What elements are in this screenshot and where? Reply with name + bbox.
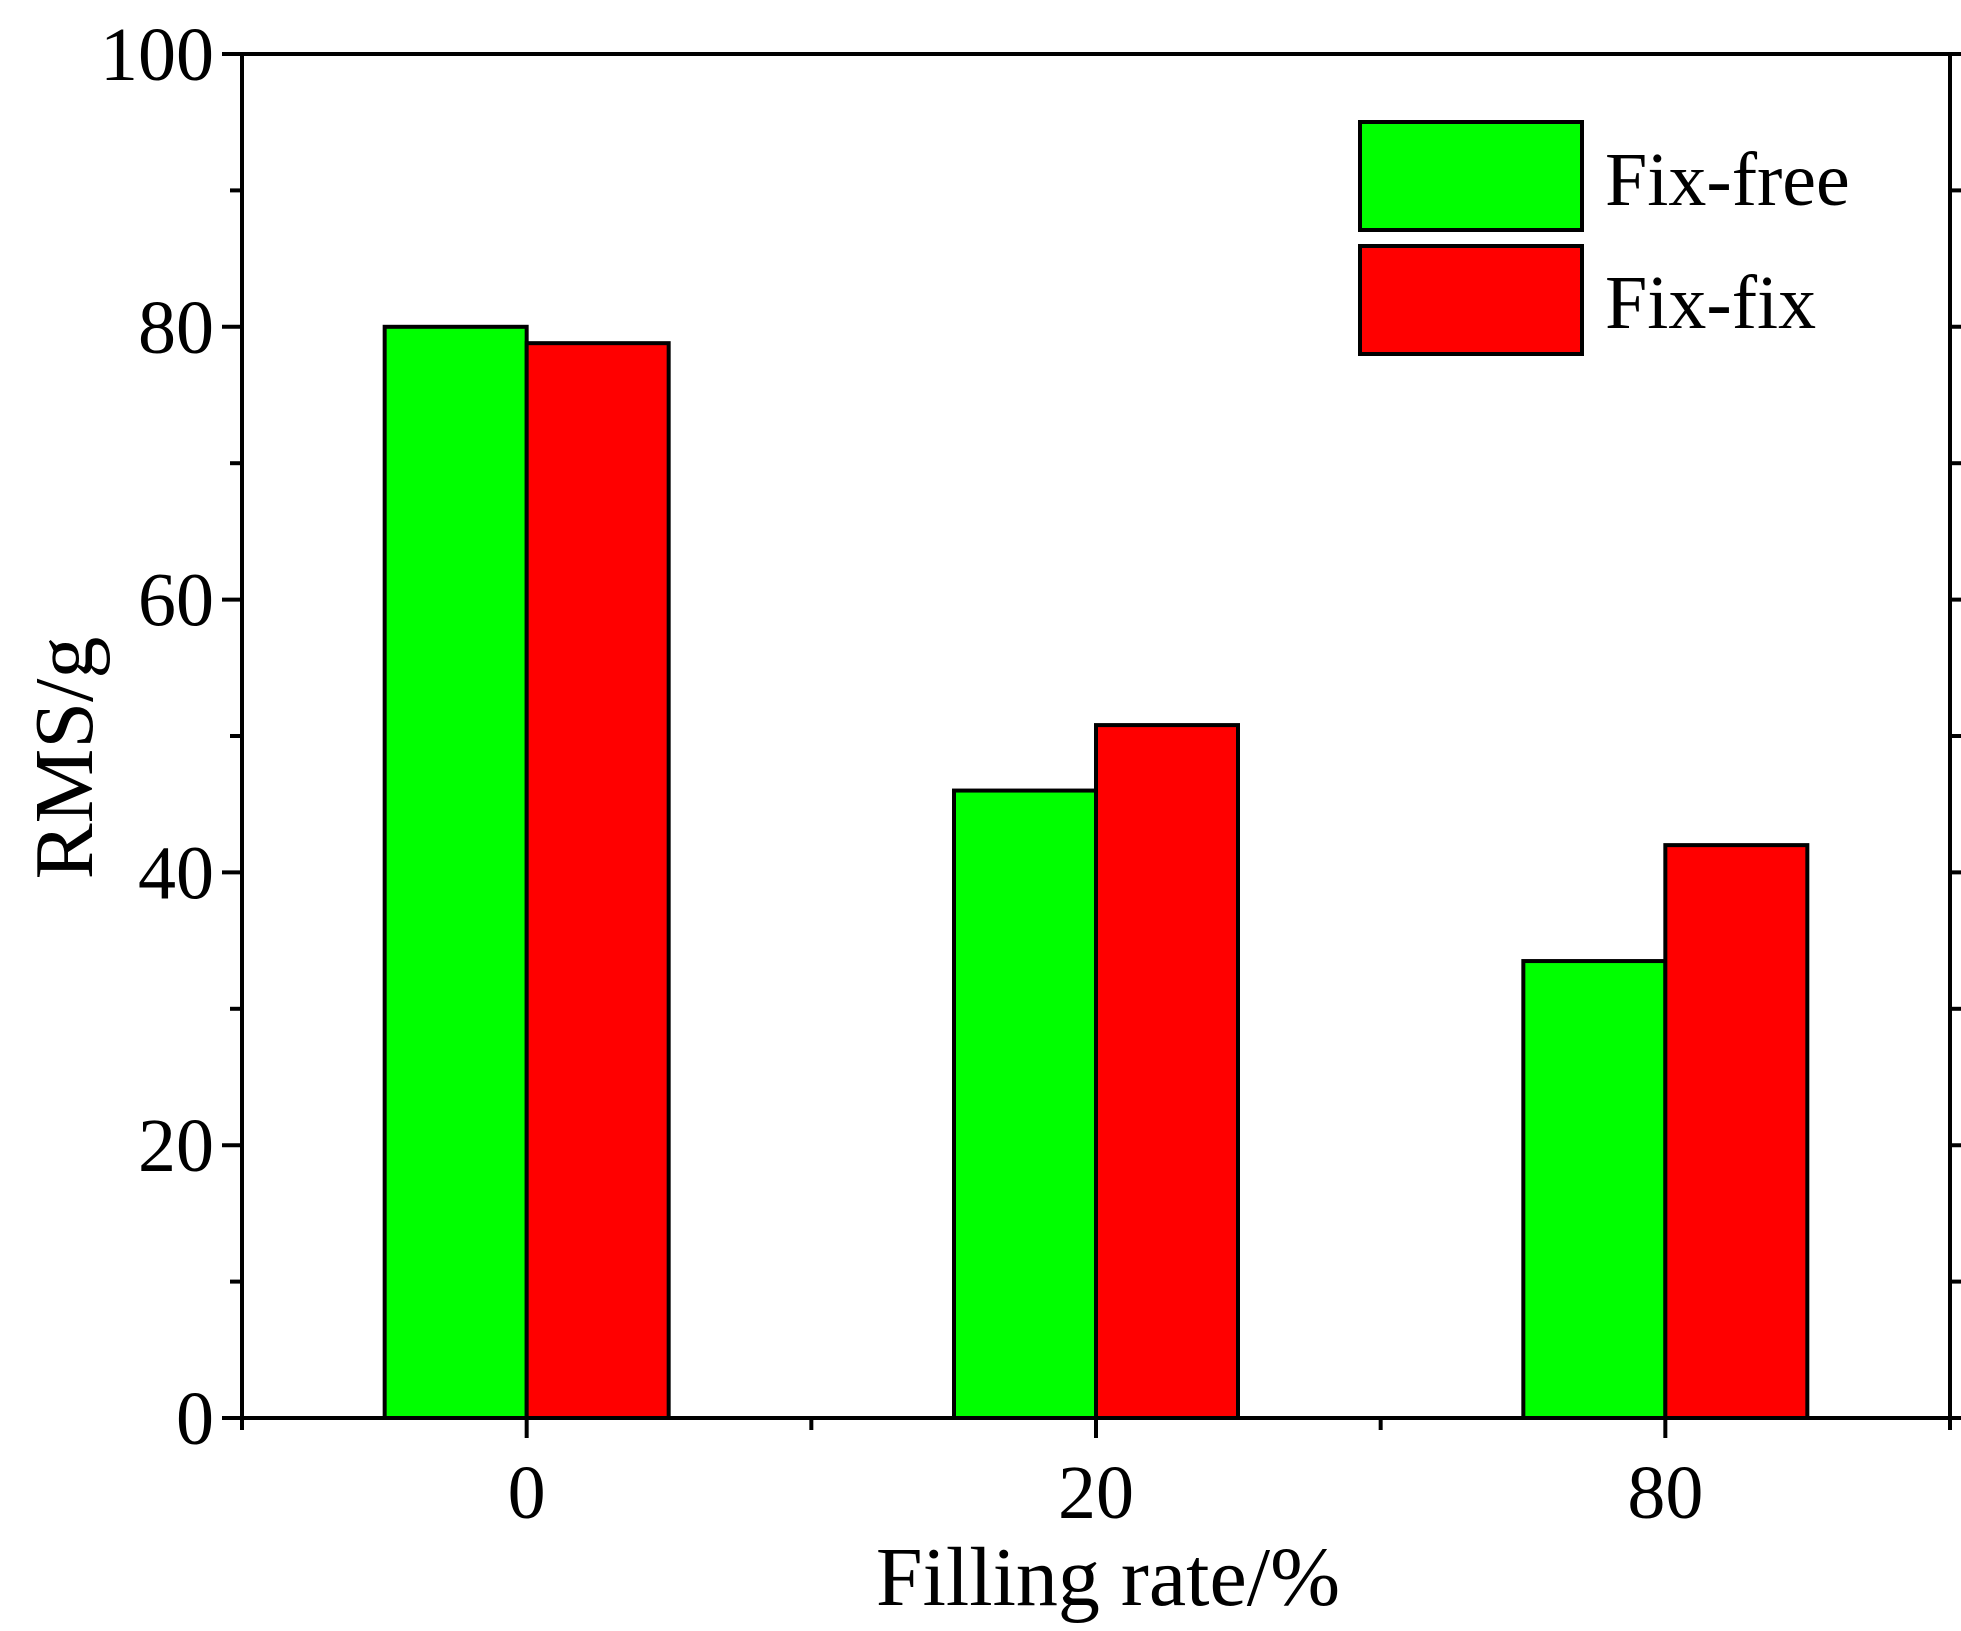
legend-label-fix-fix: Fix-fix	[1605, 261, 1816, 345]
bar-fix-free-80	[1521, 959, 1668, 1420]
y-tick-label-0: 0	[176, 1377, 214, 1461]
labels-layer: 0 20 40 60 80 100 0 20 80	[100, 13, 1703, 1535]
y-tick-label-40: 40	[138, 831, 214, 915]
y-tick-label-80: 80	[138, 286, 214, 370]
y-axis-title: RMS/g	[18, 637, 111, 880]
legend: Fix-free Fix-fix	[1358, 120, 1850, 356]
bar-fix-free-0	[382, 324, 529, 1420]
legend-swatch-fix-fix	[1358, 244, 1584, 356]
y-tick-label-20: 20	[138, 1104, 214, 1188]
bars-layer	[382, 324, 1810, 1421]
bar-fix-fix-0	[524, 341, 671, 1421]
bar-fix-fix-20	[1094, 723, 1240, 1420]
x-axis-title: Filling rate/%	[876, 1531, 1340, 1624]
legend-label-fix-free: Fix-free	[1605, 138, 1850, 222]
x-tick-label-20: 20	[1058, 1451, 1134, 1535]
y-tick-label-100: 100	[100, 13, 214, 97]
axes-layer	[222, 52, 1961, 1438]
x-tick-label-0: 0	[508, 1451, 546, 1535]
bar-fix-free-20	[952, 788, 1098, 1420]
bar-fix-fix-80	[1663, 843, 1810, 1420]
legend-swatch-fix-free	[1358, 120, 1584, 232]
x-tick-label-80: 80	[1627, 1451, 1703, 1535]
y-tick-label-60: 60	[138, 559, 214, 643]
